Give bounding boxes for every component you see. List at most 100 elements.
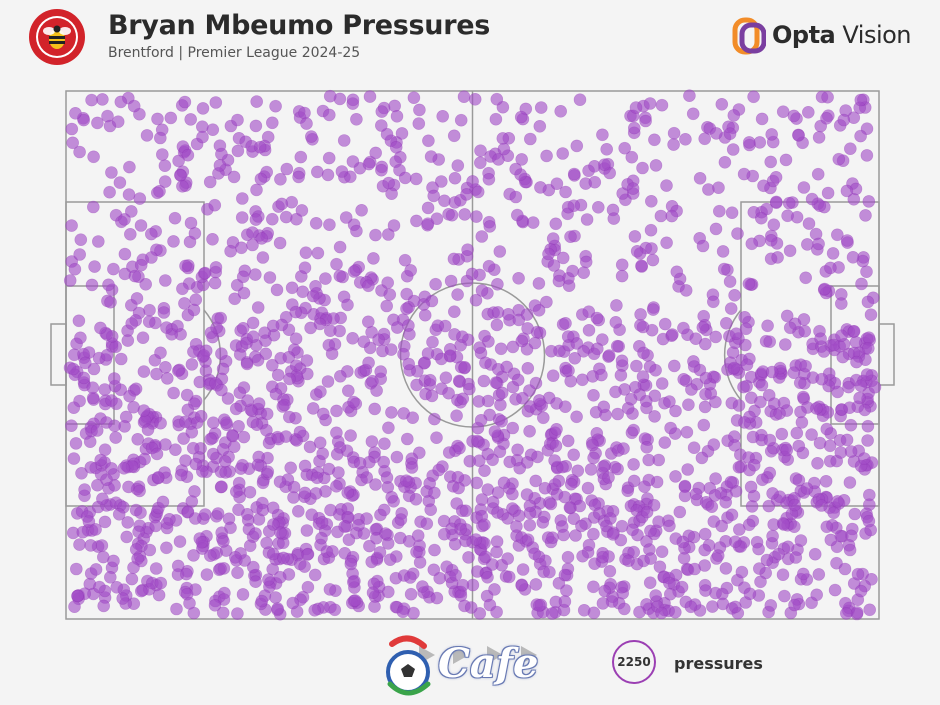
pressure-point	[763, 335, 777, 349]
pressure-point	[586, 438, 599, 452]
pressure-point	[325, 347, 339, 361]
pressure-point	[676, 535, 690, 549]
pressure-point	[224, 521, 237, 535]
pressure-point	[346, 155, 360, 168]
pressure-point	[346, 331, 359, 345]
pressure-point	[280, 162, 294, 176]
pressure-point	[143, 303, 156, 317]
pressure-point	[372, 333, 385, 347]
pressure-point	[529, 474, 543, 488]
pressure-point	[85, 278, 99, 292]
pressure-point	[763, 433, 777, 447]
pressure-point	[536, 516, 550, 529]
pressure-point	[473, 341, 486, 354]
pressure-point	[549, 439, 563, 453]
pressure-point	[719, 562, 733, 575]
pressure-point	[544, 344, 558, 358]
pressure-point	[216, 606, 230, 620]
pressure-point	[511, 443, 524, 457]
pressure-point	[176, 282, 189, 296]
pressure-point	[698, 527, 712, 541]
pressure-point	[118, 213, 131, 226]
pressure-point	[172, 154, 185, 168]
pressure-point	[465, 267, 479, 281]
pressure-point	[732, 460, 746, 474]
pressure-point	[577, 344, 590, 358]
pressure-point	[330, 404, 343, 418]
pressure-point	[470, 476, 484, 490]
pressure-point	[615, 258, 629, 272]
pressure-point	[357, 335, 371, 349]
pressure-point	[592, 507, 606, 520]
pressure-points	[63, 89, 882, 621]
pressure-point	[274, 526, 287, 540]
pressure-point	[306, 402, 320, 415]
pressure-point	[529, 578, 543, 591]
pressure-point	[754, 395, 767, 409]
pressure-point	[424, 503, 438, 517]
pressure-point	[154, 131, 167, 145]
pressure-point	[83, 435, 97, 449]
pressure-point	[98, 383, 112, 396]
pressure-point	[226, 429, 240, 443]
pressure-point	[252, 397, 266, 410]
pressure-point	[769, 195, 783, 209]
pressure-point	[375, 105, 389, 118]
pressure-point	[564, 477, 578, 491]
pressure-point	[330, 479, 343, 493]
pressure-point	[249, 268, 262, 281]
pressure-point	[474, 144, 487, 157]
pressure-point	[719, 316, 733, 330]
pressure-point	[649, 589, 663, 602]
pressure-point	[247, 560, 260, 574]
pressure-point	[261, 465, 275, 479]
pressure-point	[178, 95, 192, 109]
pressure-point	[689, 487, 703, 501]
pressure-point	[139, 277, 152, 291]
pressure-point	[341, 384, 355, 398]
pressure-point	[728, 430, 741, 443]
pressure-point	[438, 194, 451, 208]
pressure-point	[697, 418, 711, 432]
pressure-point	[667, 359, 681, 373]
pressure-point	[134, 258, 148, 272]
pressure-point	[639, 114, 652, 128]
pressure-point	[230, 278, 244, 292]
pressure-point	[300, 367, 314, 381]
pressure-point	[475, 284, 489, 297]
pressure-point	[107, 262, 120, 276]
pressure-point	[213, 159, 227, 172]
pressure-point	[283, 372, 296, 386]
pressure-point	[319, 485, 332, 498]
pressure-point	[439, 371, 453, 385]
pressure-point	[766, 487, 779, 500]
pressure-point	[141, 423, 155, 437]
pressure-point	[67, 401, 81, 415]
pressure-point	[779, 153, 793, 167]
pressure-point	[842, 380, 855, 394]
pressure-point	[274, 173, 287, 186]
pressure-point	[862, 195, 876, 208]
pressure-point	[665, 328, 679, 341]
pressure-point	[820, 112, 833, 125]
pressure-point	[782, 196, 796, 210]
pressure-point	[490, 92, 504, 106]
pressure-point	[854, 93, 868, 107]
pressure-point	[360, 512, 373, 525]
pressure-point	[404, 264, 418, 277]
pressure-point	[677, 372, 691, 386]
pressure-point	[606, 528, 620, 541]
pressure-point	[787, 520, 801, 534]
pressure-point	[173, 535, 187, 548]
pressure-point	[184, 113, 197, 126]
pressure-point	[482, 173, 496, 186]
pressure-point	[183, 596, 196, 610]
pressure-point	[819, 474, 833, 488]
pressure-point	[435, 352, 448, 366]
pressure-point	[388, 99, 402, 113]
pressure-point	[353, 456, 367, 470]
pressure-point	[506, 421, 520, 435]
pressure-point	[778, 338, 792, 351]
pressure-point	[417, 298, 431, 311]
pressure-point	[368, 402, 382, 416]
